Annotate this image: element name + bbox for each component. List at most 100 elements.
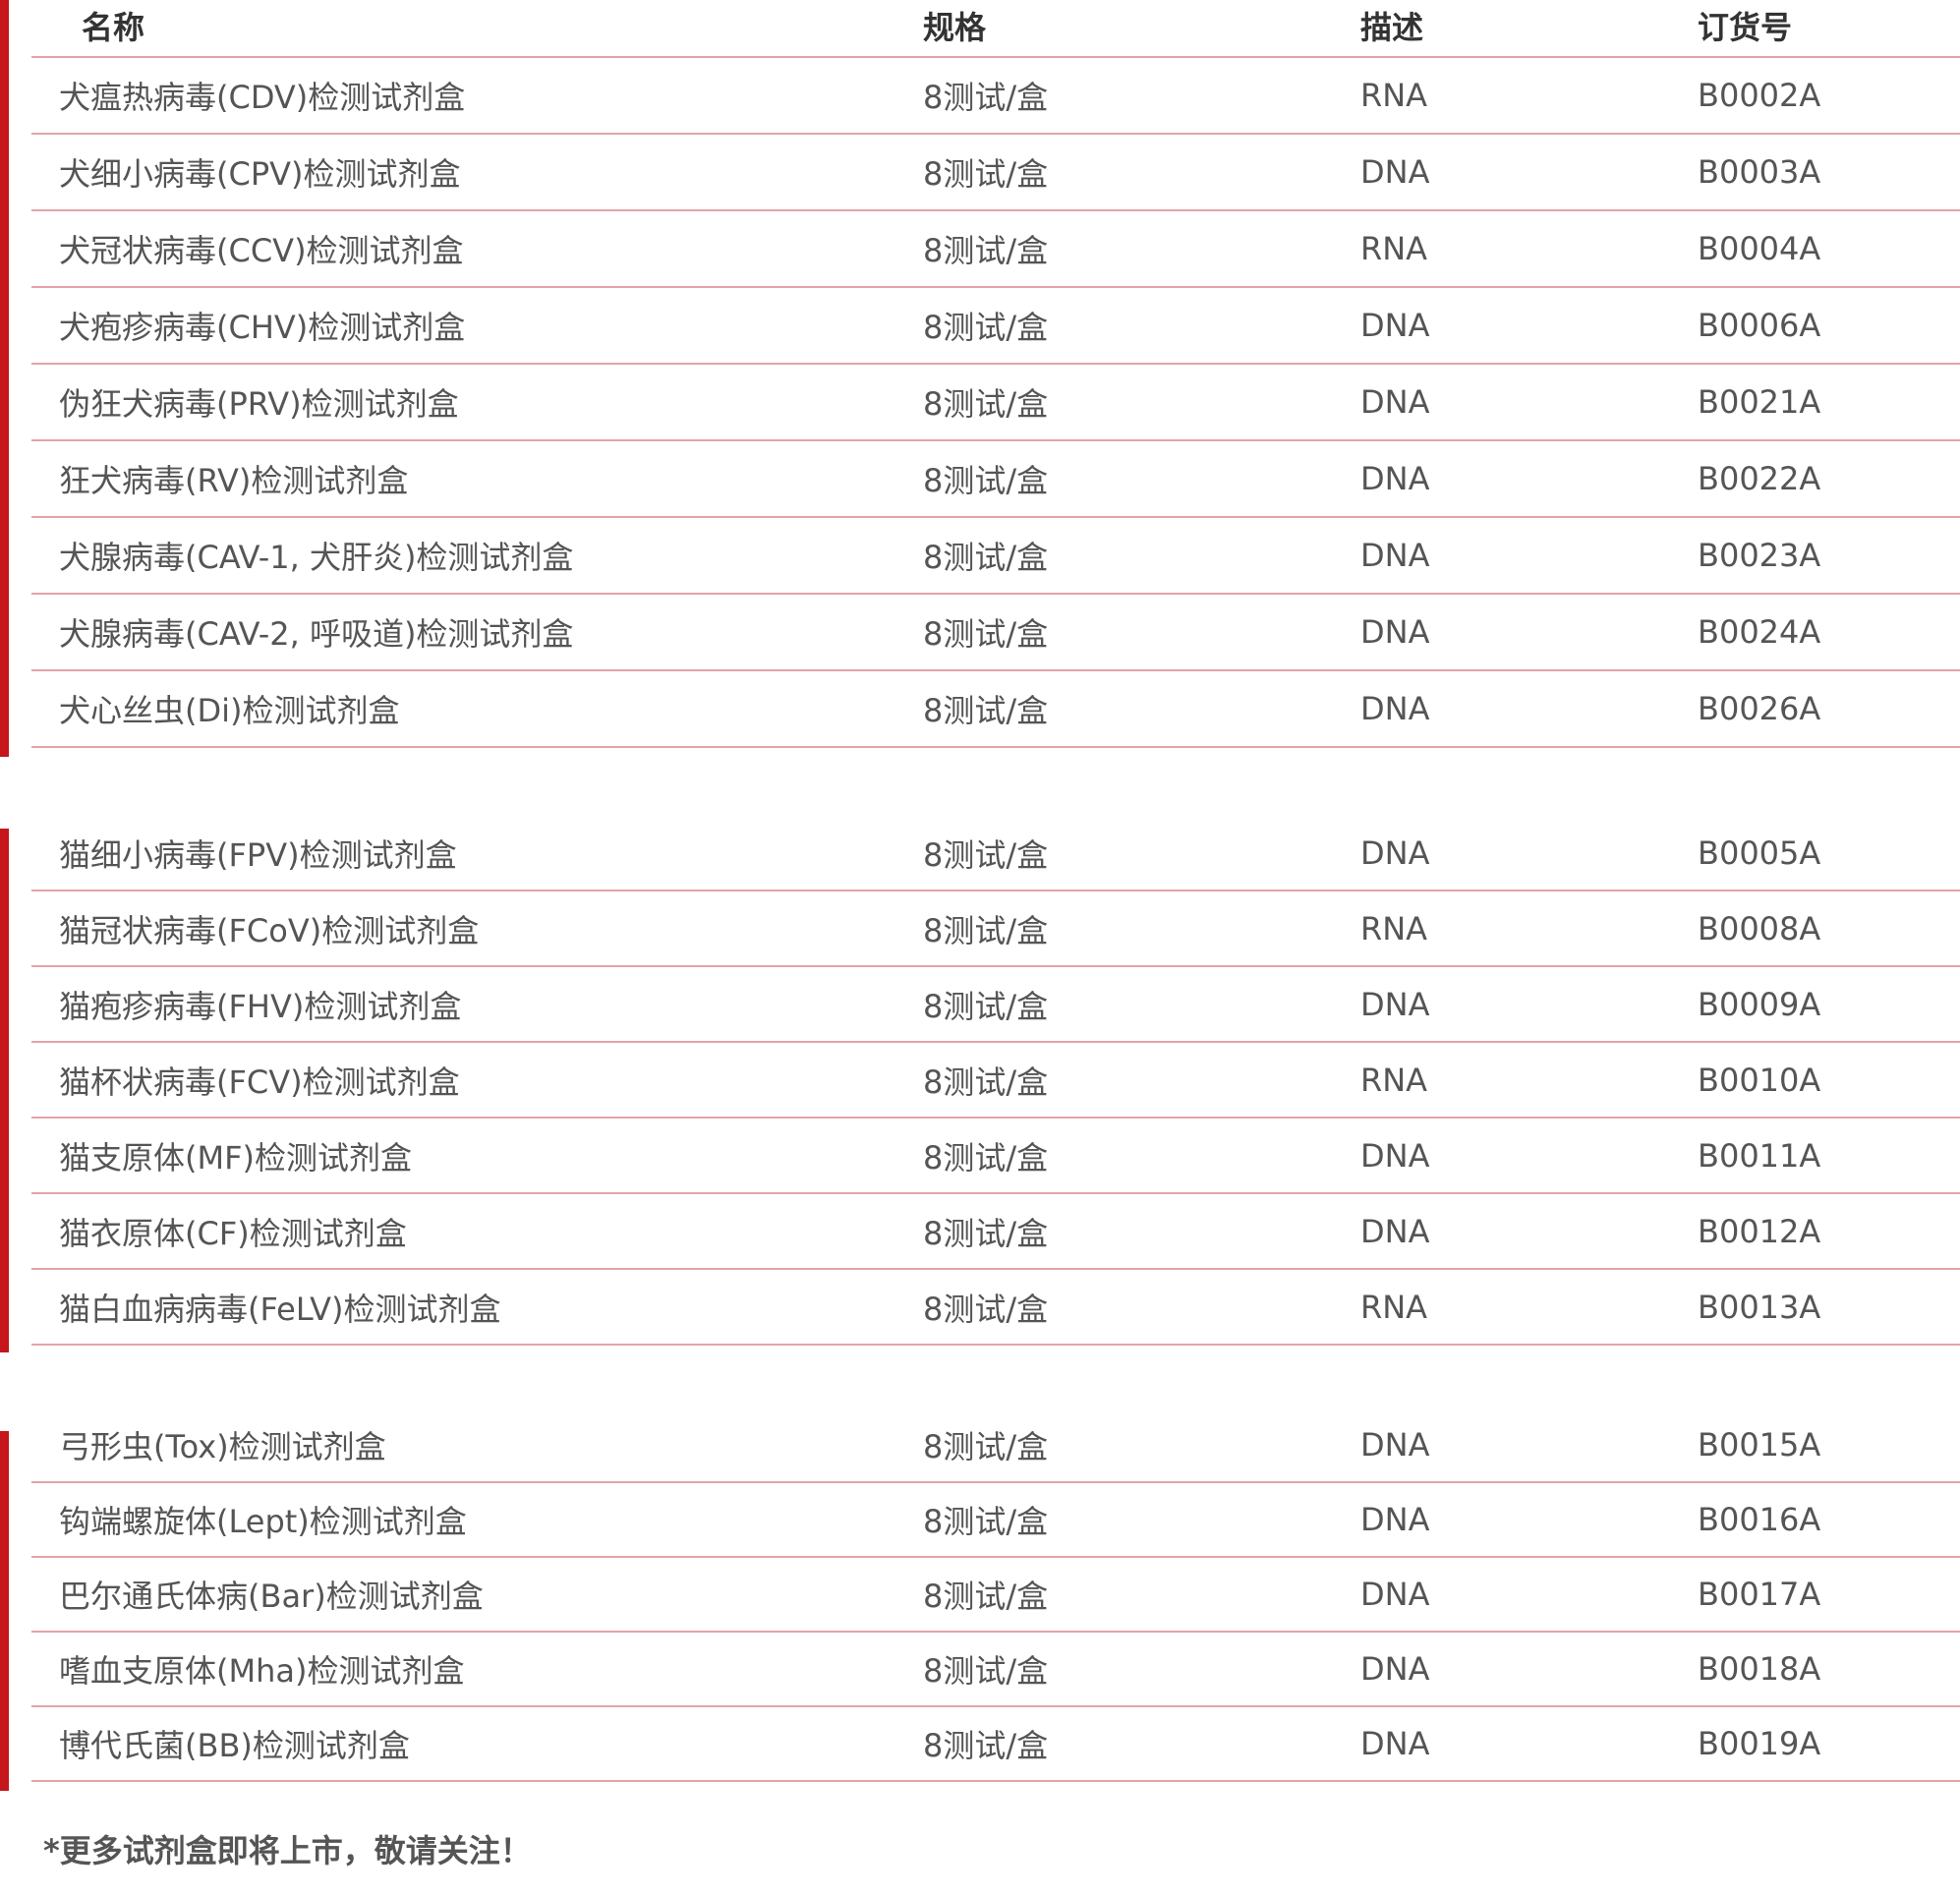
cell-desc: RNA bbox=[1360, 77, 1428, 114]
cell-desc: DNA bbox=[1360, 307, 1430, 344]
cell-spec: 8测试/盒 bbox=[923, 385, 1049, 423]
cell-code: B0003A bbox=[1698, 153, 1821, 191]
cell-code: B0004A bbox=[1698, 230, 1821, 267]
table-row: 猫衣原体(CF)检测试剂盒 8测试/盒 DNA B0012A bbox=[31, 1194, 1960, 1270]
cell-code: B0011A bbox=[1698, 1136, 1821, 1175]
cell-spec: 8测试/盒 bbox=[923, 539, 1049, 576]
table-row: 犬心丝虫(Di)检测试剂盒 8测试/盒 DNA B0026A bbox=[31, 671, 1960, 748]
cell-name: 嗜血支原体(Mha)检测试剂盒 bbox=[59, 1652, 465, 1690]
cell-desc: DNA bbox=[1360, 833, 1430, 872]
cell-code: B0006A bbox=[1698, 307, 1821, 344]
cell-code: B0012A bbox=[1698, 1212, 1821, 1250]
table-row: 巴尔通氏体病(Bar)检测试剂盒 8测试/盒 DNA B0017A bbox=[31, 1558, 1960, 1633]
table-row: 钩端螺旋体(Lept)检测试剂盒 8测试/盒 DNA B0016A bbox=[31, 1483, 1960, 1558]
cell-name: 犬瘟热病毒(CDV)检测试剂盒 bbox=[59, 79, 466, 116]
cell-name: 猫杯状病毒(FCV)检测试剂盒 bbox=[59, 1062, 460, 1101]
cell-code: B0023A bbox=[1698, 537, 1821, 574]
cell-name: 猫衣原体(CF)检测试剂盒 bbox=[59, 1214, 407, 1252]
cell-code: B0005A bbox=[1698, 833, 1821, 872]
cell-name: 狂犬病毒(RV)检测试剂盒 bbox=[59, 462, 409, 499]
group-accent-bar bbox=[0, 1431, 9, 1791]
table-row: 狂犬病毒(RV)检测试剂盒 8测试/盒 DNA B0022A bbox=[31, 441, 1960, 518]
cell-desc: DNA bbox=[1360, 1725, 1430, 1762]
cell-name: 博代氏菌(BB)检测试剂盒 bbox=[59, 1727, 410, 1764]
cell-spec: 8测试/盒 bbox=[923, 987, 1049, 1025]
cell-desc: DNA bbox=[1360, 1136, 1430, 1175]
cell-spec: 8测试/盒 bbox=[923, 462, 1049, 499]
cell-spec: 8测试/盒 bbox=[923, 309, 1049, 346]
table-row: 嗜血支原体(Mha)检测试剂盒 8测试/盒 DNA B0018A bbox=[31, 1633, 1960, 1707]
cell-desc: DNA bbox=[1360, 460, 1430, 497]
other-kit-table: 弓形虫(Tox)检测试剂盒 8测试/盒 DNA B0015A 钩端螺旋体(Lept)检测… bbox=[31, 1408, 1960, 1782]
cell-code: B0021A bbox=[1698, 383, 1821, 421]
cell-code: B0008A bbox=[1698, 909, 1821, 948]
cell-desc: DNA bbox=[1360, 1501, 1430, 1538]
cell-name: 猫细小病毒(FPV)检测试剂盒 bbox=[59, 835, 457, 874]
header-spec: 规格 bbox=[923, 9, 987, 46]
table-row: 弓形虫(Tox)检测试剂盒 8测试/盒 DNA B0015A bbox=[31, 1408, 1960, 1483]
cell-desc: RNA bbox=[1360, 1061, 1428, 1099]
canine-kit-table: 名称 规格 描述 订货号 犬瘟热病毒(CDV)检测试剂盒 8测试/盒 RNA B000… bbox=[31, 0, 1960, 748]
cell-code: B0019A bbox=[1698, 1725, 1821, 1762]
table-row: 犬瘟热病毒(CDV)检测试剂盒 8测试/盒 RNA B0002A bbox=[31, 58, 1960, 135]
cell-desc: RNA bbox=[1360, 909, 1428, 948]
feline-kit-table: 猫细小病毒(FPV)检测试剂盒 8测试/盒 DNA B0005A 猫冠状病毒(FCoV)… bbox=[31, 816, 1960, 1346]
cell-code: B0010A bbox=[1698, 1061, 1821, 1099]
group-accent-bar bbox=[0, 0, 9, 757]
cell-spec: 8测试/盒 bbox=[923, 1214, 1049, 1252]
cell-spec: 8测试/盒 bbox=[923, 911, 1049, 949]
cell-spec: 8测试/盒 bbox=[923, 692, 1049, 729]
cell-spec: 8测试/盒 bbox=[923, 1138, 1049, 1177]
cell-desc: DNA bbox=[1360, 1650, 1430, 1688]
table-row: 犬疱疹病毒(CHV)检测试剂盒 8测试/盒 DNA B0006A bbox=[31, 288, 1960, 365]
cell-name: 犬细小病毒(CPV)检测试剂盒 bbox=[59, 155, 461, 193]
table-row: 犬细小病毒(CPV)检测试剂盒 8测试/盒 DNA B0003A bbox=[31, 135, 1960, 211]
cell-spec: 8测试/盒 bbox=[923, 155, 1049, 193]
header-code: 订货号 bbox=[1698, 9, 1793, 46]
table-row: 猫疱疹病毒(FHV)检测试剂盒 8测试/盒 DNA B0009A bbox=[31, 967, 1960, 1043]
cell-code: B0026A bbox=[1698, 690, 1821, 727]
cell-code: B0009A bbox=[1698, 985, 1821, 1023]
cell-code: B0016A bbox=[1698, 1501, 1821, 1538]
cell-spec: 8测试/盒 bbox=[923, 1428, 1049, 1465]
cell-desc: DNA bbox=[1360, 613, 1430, 651]
table-row: 猫杯状病毒(FCV)检测试剂盒 8测试/盒 RNA B0010A bbox=[31, 1043, 1960, 1119]
cell-name: 猫支原体(MF)检测试剂盒 bbox=[59, 1138, 412, 1177]
table-row: 犬冠状病毒(CCV)检测试剂盒 8测试/盒 RNA B0004A bbox=[31, 211, 1960, 288]
cell-name: 犬腺病毒(CAV-2, 呼吸道)检测试剂盒 bbox=[59, 615, 574, 653]
cell-code: B0002A bbox=[1698, 77, 1821, 114]
cell-spec: 8测试/盒 bbox=[923, 1652, 1049, 1690]
table-row: 犬腺病毒(CAV-2, 呼吸道)检测试剂盒 8测试/盒 DNA B0024A bbox=[31, 595, 1960, 671]
cell-spec: 8测试/盒 bbox=[923, 232, 1049, 269]
cell-name: 犬腺病毒(CAV-1, 犬肝炎)检测试剂盒 bbox=[59, 539, 574, 576]
table-row: 猫冠状病毒(FCoV)检测试剂盒 8测试/盒 RNA B0008A bbox=[31, 891, 1960, 967]
table-row: 猫支原体(MF)检测试剂盒 8测试/盒 DNA B0011A bbox=[31, 1119, 1960, 1194]
cell-name: 弓形虫(Tox)检测试剂盒 bbox=[59, 1428, 386, 1465]
cell-spec: 8测试/盒 bbox=[923, 1503, 1049, 1540]
cell-name: 钩端螺旋体(Lept)检测试剂盒 bbox=[59, 1503, 467, 1540]
cell-spec: 8测试/盒 bbox=[923, 1578, 1049, 1615]
cell-code: B0022A bbox=[1698, 460, 1821, 497]
cell-spec: 8测试/盒 bbox=[923, 615, 1049, 653]
cell-spec: 8测试/盒 bbox=[923, 1062, 1049, 1101]
table-row: 猫细小病毒(FPV)检测试剂盒 8测试/盒 DNA B0005A bbox=[31, 816, 1960, 891]
table-header: 名称 规格 描述 订货号 bbox=[31, 0, 1960, 58]
footnote: *更多试剂盒即将上市，敬请关注！ bbox=[43, 1832, 532, 1869]
cell-desc: DNA bbox=[1360, 1576, 1430, 1613]
cell-code: B0017A bbox=[1698, 1576, 1821, 1613]
cell-name: 猫冠状病毒(FCoV)检测试剂盒 bbox=[59, 911, 480, 949]
cell-name: 犬疱疹病毒(CHV)检测试剂盒 bbox=[59, 309, 466, 346]
header-name: 名称 bbox=[82, 9, 145, 46]
cell-desc: DNA bbox=[1360, 985, 1430, 1023]
cell-spec: 8测试/盒 bbox=[923, 1727, 1049, 1764]
cell-desc: RNA bbox=[1360, 1288, 1428, 1326]
cell-name: 犬冠状病毒(CCV)检测试剂盒 bbox=[59, 232, 464, 269]
header-desc: 描述 bbox=[1360, 9, 1424, 46]
cell-desc: DNA bbox=[1360, 690, 1430, 727]
cell-desc: DNA bbox=[1360, 1426, 1430, 1464]
cell-desc: RNA bbox=[1360, 230, 1428, 267]
cell-name: 猫疱疹病毒(FHV)检测试剂盒 bbox=[59, 987, 462, 1025]
cell-code: B0018A bbox=[1698, 1650, 1821, 1688]
group-accent-bar bbox=[0, 829, 9, 1352]
table-row: 伪狂犬病毒(PRV)检测试剂盒 8测试/盒 DNA B0021A bbox=[31, 365, 1960, 441]
